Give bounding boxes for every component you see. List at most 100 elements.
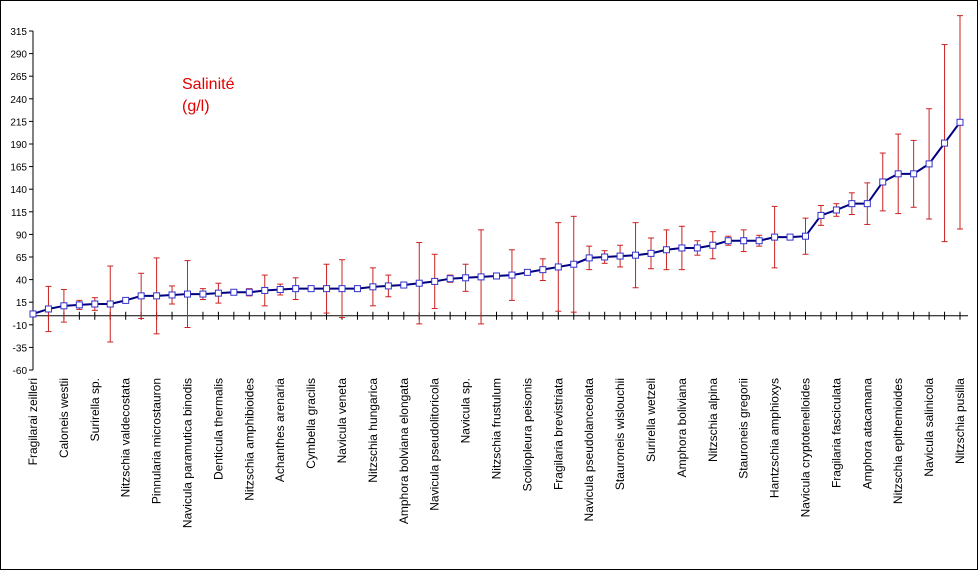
marker bbox=[230, 288, 238, 296]
x-tick-label: Amphora bolviana elongata bbox=[397, 378, 411, 524]
y-tick-label: 240 bbox=[10, 95, 27, 106]
x-tick-label: Fragilaria fasciculata bbox=[829, 378, 843, 488]
marker bbox=[523, 268, 531, 276]
marker bbox=[832, 206, 840, 214]
x-tick-label: Pinnularia microstauron bbox=[150, 378, 164, 504]
marker bbox=[106, 300, 114, 308]
marker bbox=[941, 139, 949, 147]
marker bbox=[261, 286, 269, 294]
x-tick-label: Scoliopleura peisonis bbox=[520, 378, 534, 491]
marker bbox=[925, 160, 933, 168]
x-tick-label: Nitzschia amphibioides bbox=[242, 378, 256, 501]
marker bbox=[184, 290, 191, 298]
marker bbox=[956, 118, 964, 126]
x-tick-label: Navicula pseudolanceolata bbox=[582, 378, 596, 522]
marker bbox=[539, 266, 547, 274]
y-tick-label: -35 bbox=[13, 343, 28, 354]
marker bbox=[153, 292, 161, 300]
y-tick-label: -60 bbox=[13, 366, 28, 377]
annotation: (g/l) bbox=[182, 98, 210, 115]
x-tick-label: Nitzschia alpina bbox=[706, 378, 720, 462]
y-tick-label: 215 bbox=[10, 117, 27, 128]
marker bbox=[879, 178, 887, 186]
marker bbox=[910, 170, 918, 178]
marker bbox=[446, 275, 454, 283]
marker bbox=[338, 285, 346, 293]
marker bbox=[662, 246, 670, 254]
marker bbox=[369, 283, 377, 291]
x-tick-label: Nitzschia pusilla bbox=[953, 378, 967, 464]
marker bbox=[493, 272, 500, 280]
marker bbox=[168, 291, 176, 299]
marker bbox=[353, 285, 361, 293]
x-tick-label: Nitzschia frustulum bbox=[490, 378, 504, 479]
marker bbox=[709, 241, 717, 249]
x-tick-label: Denticula thermalis bbox=[211, 378, 225, 480]
x-tick-label: Navicula veneta bbox=[335, 378, 349, 464]
y-tick-label: 315 bbox=[10, 27, 27, 38]
marker bbox=[678, 244, 686, 252]
marker bbox=[477, 273, 485, 281]
x-tick-label: Amphora atacamana bbox=[860, 378, 874, 490]
x-tick-label: Surirella sp. bbox=[88, 378, 102, 441]
x-tick-label: Nitzschia valdecostata bbox=[119, 378, 133, 498]
marker bbox=[570, 260, 578, 268]
marker bbox=[91, 300, 99, 308]
x-tick-label: Nitzschia hungarica bbox=[366, 378, 380, 483]
marker bbox=[384, 282, 392, 290]
marker bbox=[724, 237, 732, 245]
annotation: Salinité bbox=[182, 76, 235, 93]
marker bbox=[740, 237, 748, 245]
marker bbox=[894, 170, 902, 178]
y-tick-label: 15 bbox=[16, 298, 28, 309]
marker bbox=[307, 285, 315, 293]
marker bbox=[601, 253, 609, 261]
marker bbox=[122, 296, 130, 304]
x-tick-label: Amphora boliviana bbox=[675, 378, 689, 478]
y-tick-label: 140 bbox=[10, 185, 27, 196]
y-tick-label: 90 bbox=[16, 230, 28, 241]
marker bbox=[323, 285, 331, 293]
x-tick-label: Nitzschia epithemioides bbox=[891, 378, 905, 504]
marker bbox=[647, 249, 655, 257]
marker bbox=[755, 237, 763, 245]
y-tick-label: 290 bbox=[10, 50, 27, 61]
marker bbox=[863, 200, 871, 208]
marker bbox=[848, 200, 856, 208]
x-tick-label: Caloneis westii bbox=[57, 378, 71, 458]
x-tick-label: Surirella wetzeli bbox=[644, 378, 658, 462]
marker bbox=[554, 263, 562, 271]
marker bbox=[44, 305, 52, 313]
y-tick-label: 165 bbox=[10, 163, 27, 174]
y-tick-label: 265 bbox=[10, 72, 27, 83]
marker bbox=[214, 289, 222, 297]
marker bbox=[632, 251, 640, 259]
marker bbox=[802, 232, 809, 240]
y-tick-label: 65 bbox=[16, 253, 28, 264]
x-tick-label: Navicula paramutica binodis bbox=[181, 378, 195, 528]
x-tick-label: Navicula sp. bbox=[459, 378, 473, 443]
x-tick-label: Stauroneis gregorii bbox=[737, 378, 751, 479]
y-tick-label: 190 bbox=[10, 140, 27, 151]
marker bbox=[75, 301, 83, 309]
x-tick-label: Fragilarai zeilleri bbox=[26, 378, 40, 465]
marker bbox=[245, 288, 253, 296]
marker bbox=[462, 274, 470, 282]
marker bbox=[276, 286, 284, 294]
marker bbox=[29, 310, 37, 318]
marker bbox=[137, 292, 145, 300]
marker bbox=[400, 281, 408, 289]
marker bbox=[415, 279, 423, 287]
marker bbox=[431, 277, 439, 285]
marker bbox=[693, 244, 701, 252]
marker bbox=[616, 252, 624, 260]
marker bbox=[292, 285, 300, 293]
x-tick-label: Stauroneis wislouchii bbox=[613, 378, 627, 490]
x-tick-label: Cymbella gracilis bbox=[304, 378, 318, 469]
marker bbox=[508, 271, 516, 279]
x-tick-label: Fragilaria brevistriata bbox=[551, 378, 565, 490]
x-tick-label: Navicula cryptotenelloides bbox=[799, 378, 813, 517]
marker bbox=[585, 254, 593, 262]
